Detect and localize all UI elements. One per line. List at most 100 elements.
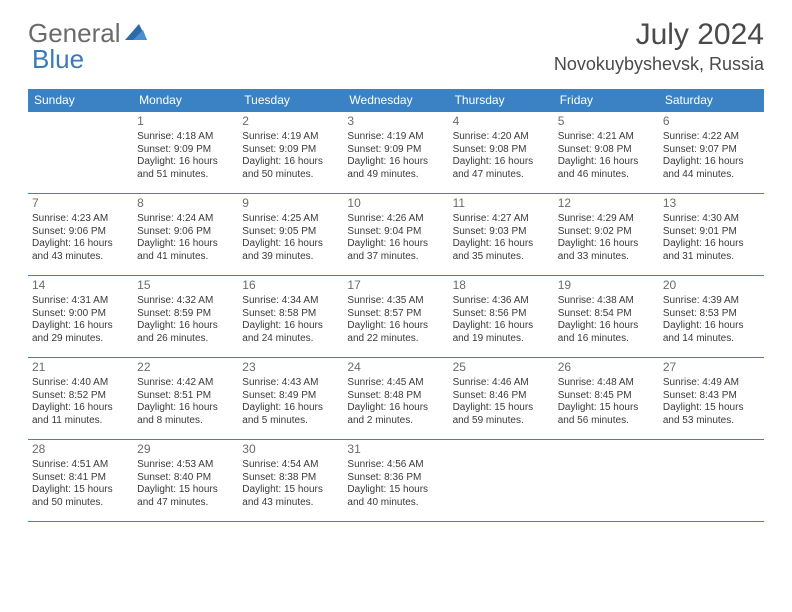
brand-triangle-icon [125, 22, 147, 45]
day-number: 10 [347, 196, 444, 211]
calendar-cell [28, 112, 133, 194]
calendar-cell: 12Sunrise: 4:29 AMSunset: 9:02 PMDayligh… [554, 194, 659, 276]
daylight-text: Daylight: 16 hours and 5 minutes. [242, 402, 339, 427]
weekday-header-row: Sunday Monday Tuesday Wednesday Thursday… [28, 89, 764, 112]
sunset-text: Sunset: 8:40 PM [137, 472, 234, 485]
weekday-header: Saturday [659, 89, 764, 112]
day-number: 22 [137, 360, 234, 375]
sunset-text: Sunset: 8:58 PM [242, 308, 339, 321]
calendar-cell: 6Sunrise: 4:22 AMSunset: 9:07 PMDaylight… [659, 112, 764, 194]
daylight-text: Daylight: 16 hours and 43 minutes. [32, 238, 129, 263]
sunrise-text: Sunrise: 4:18 AM [137, 131, 234, 144]
calendar-row: 1Sunrise: 4:18 AMSunset: 9:09 PMDaylight… [28, 112, 764, 194]
sunrise-text: Sunrise: 4:46 AM [453, 377, 550, 390]
daylight-text: Daylight: 16 hours and 22 minutes. [347, 320, 444, 345]
sunrise-text: Sunrise: 4:56 AM [347, 459, 444, 472]
day-number: 5 [558, 114, 655, 129]
sunrise-text: Sunrise: 4:53 AM [137, 459, 234, 472]
sunrise-text: Sunrise: 4:24 AM [137, 213, 234, 226]
calendar-cell: 23 Sunrise: 4:43 AMSunset: 8:49 PMDayligh… [238, 358, 343, 440]
sunrise-text: Sunrise: 4:34 AM [242, 295, 339, 308]
calendar-cell: 5 Sunrise: 4:21 AMSunset: 9:08 PMDaylight… [554, 112, 659, 194]
calendar-cell: 1Sunrise: 4:18 AMSunset: 9:09 PMDaylight… [133, 112, 238, 194]
sunset-text: Sunset: 8:52 PM [32, 390, 129, 403]
day-number: 4 [453, 114, 550, 129]
daylight-text: Daylight: 16 hours and 51 minutes. [137, 156, 234, 181]
daylight-text: Daylight: 16 hours and 2 minutes. [347, 402, 444, 427]
sunset-text: Sunset: 9:05 PM [242, 226, 339, 239]
daylight-text: Daylight: 16 hours and 8 minutes. [137, 402, 234, 427]
daylight-text: Daylight: 16 hours and 37 minutes. [347, 238, 444, 263]
weekday-header: Sunday [28, 89, 133, 112]
sunset-text: Sunset: 8:56 PM [453, 308, 550, 321]
sunset-text: Sunset: 9:08 PM [558, 144, 655, 157]
sunrise-text: Sunrise: 4:54 AM [242, 459, 339, 472]
daylight-text: Daylight: 16 hours and 41 minutes. [137, 238, 234, 263]
day-number: 23 [242, 360, 339, 375]
calendar-cell: 16 Sunrise: 4:34 AMSunset: 8:58 PMDayligh… [238, 276, 343, 358]
weekday-header: Thursday [449, 89, 554, 112]
day-number: 15 [137, 278, 234, 293]
sunrise-text: Sunrise: 4:32 AM [137, 295, 234, 308]
sunrise-text: Sunrise: 4:42 AM [137, 377, 234, 390]
day-number: 16 [242, 278, 339, 293]
day-number: 13 [663, 196, 760, 211]
sunrise-text: Sunrise: 4:43 AM [242, 377, 339, 390]
calendar-cell: 30Sunrise: 4:54 AMSunset: 8:38 PMDayligh… [238, 440, 343, 522]
calendar-row: 7Sunrise: 4:23 AMSunset: 9:06 PMDaylight… [28, 194, 764, 276]
calendar-cell: 10Sunrise: 4:26 AMSunset: 9:04 PMDayligh… [343, 194, 448, 276]
daylight-text: Daylight: 16 hours and 24 minutes. [242, 320, 339, 345]
day-number: 28 [32, 442, 129, 457]
weekday-header: Monday [133, 89, 238, 112]
day-number: 1 [137, 114, 234, 129]
daylight-text: Daylight: 16 hours and 16 minutes. [558, 320, 655, 345]
sunset-text: Sunset: 9:02 PM [558, 226, 655, 239]
sunset-text: Sunset: 9:06 PM [32, 226, 129, 239]
sunset-text: Sunset: 9:06 PM [137, 226, 234, 239]
page-header: General July 2024 Novokuybyshevsk, Russi… [0, 0, 792, 83]
sunrise-text: Sunrise: 4:49 AM [663, 377, 760, 390]
daylight-text: Daylight: 16 hours and 46 minutes. [558, 156, 655, 181]
sunset-text: Sunset: 8:49 PM [242, 390, 339, 403]
day-number: 11 [453, 196, 550, 211]
daylight-text: Daylight: 16 hours and 33 minutes. [558, 238, 655, 263]
daylight-text: Daylight: 16 hours and 49 minutes. [347, 156, 444, 181]
calendar-cell: 27Sunrise: 4:49 AMSunset: 8:43 PMDayligh… [659, 358, 764, 440]
location-text: Novokuybyshevsk, Russia [554, 54, 764, 75]
sunrise-text: Sunrise: 4:31 AM [32, 295, 129, 308]
day-number: 24 [347, 360, 444, 375]
sunrise-text: Sunrise: 4:22 AM [663, 131, 760, 144]
brand-blue-text: Blue [32, 44, 84, 74]
calendar-cell: 28Sunrise: 4:51 AMSunset: 8:41 PMDayligh… [28, 440, 133, 522]
sunrise-text: Sunrise: 4:23 AM [32, 213, 129, 226]
calendar-cell: 31Sunrise: 4:56 AMSunset: 8:36 PMDayligh… [343, 440, 448, 522]
day-number: 7 [32, 196, 129, 211]
calendar-table: Sunday Monday Tuesday Wednesday Thursday… [28, 89, 764, 522]
daylight-text: Daylight: 16 hours and 31 minutes. [663, 238, 760, 263]
sunrise-text: Sunrise: 4:20 AM [453, 131, 550, 144]
sunrise-text: Sunrise: 4:19 AM [242, 131, 339, 144]
daylight-text: Daylight: 15 hours and 53 minutes. [663, 402, 760, 427]
sunrise-text: Sunrise: 4:35 AM [347, 295, 444, 308]
sunrise-text: Sunrise: 4:30 AM [663, 213, 760, 226]
daylight-text: Daylight: 16 hours and 44 minutes. [663, 156, 760, 181]
sunrise-text: Sunrise: 4:40 AM [32, 377, 129, 390]
calendar-row: 28Sunrise: 4:51 AMSunset: 8:41 PMDayligh… [28, 440, 764, 522]
sunset-text: Sunset: 9:09 PM [242, 144, 339, 157]
daylight-text: Daylight: 15 hours and 47 minutes. [137, 484, 234, 509]
calendar-cell: 14Sunrise: 4:31 AMSunset: 9:00 PMDayligh… [28, 276, 133, 358]
sunset-text: Sunset: 9:03 PM [453, 226, 550, 239]
sunset-text: Sunset: 8:45 PM [558, 390, 655, 403]
daylight-text: Daylight: 15 hours and 59 minutes. [453, 402, 550, 427]
daylight-text: Daylight: 16 hours and 50 minutes. [242, 156, 339, 181]
sunset-text: Sunset: 9:00 PM [32, 308, 129, 321]
sunset-text: Sunset: 8:57 PM [347, 308, 444, 321]
calendar-cell: 18Sunrise: 4:36 AMSunset: 8:56 PMDayligh… [449, 276, 554, 358]
sunset-text: Sunset: 8:36 PM [347, 472, 444, 485]
sunset-text: Sunset: 8:38 PM [242, 472, 339, 485]
sunrise-text: Sunrise: 4:27 AM [453, 213, 550, 226]
sunrise-text: Sunrise: 4:48 AM [558, 377, 655, 390]
weekday-header: Wednesday [343, 89, 448, 112]
sunset-text: Sunset: 9:09 PM [347, 144, 444, 157]
sunrise-text: Sunrise: 4:21 AM [558, 131, 655, 144]
